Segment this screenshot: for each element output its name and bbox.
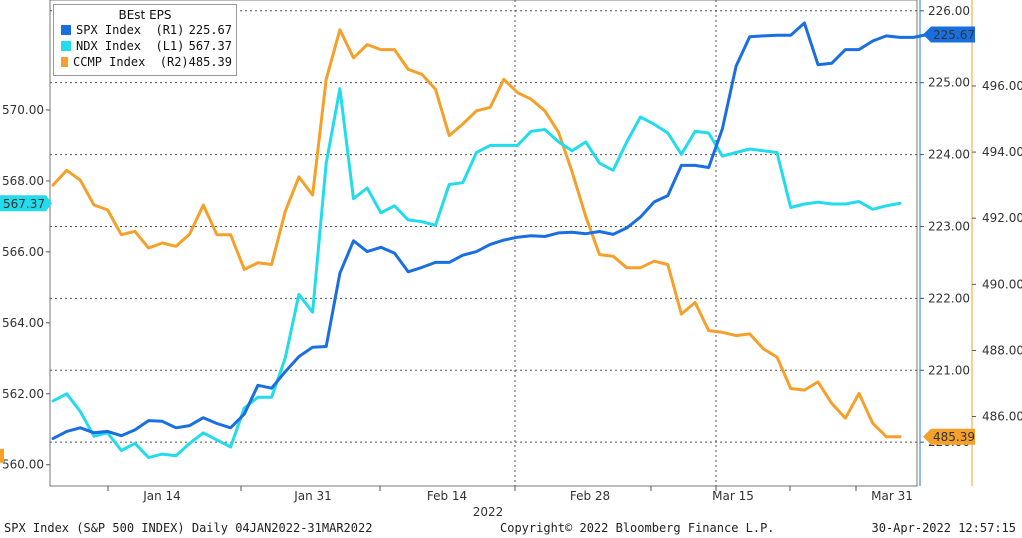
series-line-2 (51, 28, 902, 439)
last-value-tags: 225.67 567.37 485.39 (0, 26, 975, 463)
grid-lines (50, 0, 917, 486)
x-year-label: 2022 (473, 505, 504, 519)
last-value-tag-bg-2 (923, 428, 975, 445)
right1-tick-label-1: 221.00 (928, 363, 970, 377)
right2-tick-label-1: 488.00 (982, 343, 1022, 357)
footer-security-info: SPX Index (S&P 500 INDEX) Daily 04JAN202… (4, 521, 373, 535)
last-value-tag-bg-1 (0, 195, 52, 212)
right2-tick-label-5: 496.00 (982, 79, 1022, 93)
footer-copyright: Copyright© 2022 Bloomberg Finance L.P. (500, 521, 775, 535)
legend-label-ndx: NDX Index (L1) (76, 39, 185, 53)
last-value-tag-text-0: 225.67 (933, 28, 975, 42)
legend-value-spx: 225.67 (188, 23, 232, 37)
legend-item-ccmp: CCMP Index (R2) 485.39 (54, 54, 236, 70)
legend-swatch-spx (61, 25, 71, 35)
legend-swatch-ndx (61, 41, 71, 51)
x-tick-label-1: Jan 31 (293, 489, 332, 503)
last-value-tag-text-2: 485.39 (933, 430, 975, 444)
right1-tick-label-3: 223.00 (928, 219, 970, 233)
legend-title: BEst EPS (118, 8, 172, 22)
legend-item-spx: SPX Index (R1) 225.67 (54, 22, 236, 38)
legend-item-ndx: NDX Index (L1) 567.37 (54, 38, 236, 54)
left-tick-label-0: 560.00 (2, 458, 44, 472)
legend-value-ndx: 567.37 (188, 39, 232, 53)
right1-tick-label-2: 222.00 (928, 291, 970, 305)
legend-label-spx: SPX Index (R1) (76, 23, 185, 37)
left-tick-label-2: 564.00 (2, 316, 44, 330)
left-tick-label-3: 566.00 (2, 245, 44, 259)
footer-timestamp: 30-Apr-2022 12:57:15 (871, 521, 1017, 535)
legend-label-ccmp: CCMP Index (R2) (73, 55, 189, 69)
last-value-tag-1: 567.37 (0, 195, 52, 212)
left-tick-label-5: 570.00 (2, 103, 44, 117)
left-tick-label-1: 562.00 (2, 387, 44, 401)
right2-tick-label-0: 486.00 (982, 410, 1022, 424)
series-lines (51, 21, 929, 460)
x-tick-label-2: Feb 14 (427, 489, 467, 503)
x-tick-label-0: Jan 14 (142, 489, 181, 503)
x-tick-label-3: Feb 28 (570, 489, 610, 503)
axes: 560.00562.00564.00566.00568.00570.00220.… (2, 0, 1022, 519)
series-line-1 (51, 87, 902, 460)
right2-tick-label-2: 490.00 (982, 277, 1022, 291)
right1-tick-label-4: 224.00 (928, 148, 970, 162)
plot-area (49, 0, 918, 487)
last-value-tag-bg-0 (923, 26, 975, 43)
legend-swatch-ccmp (61, 57, 69, 67)
left-edge-marker (0, 448, 4, 463)
last-value-tag-2: 485.39 (923, 428, 975, 445)
legend-value-ccmp: 485.39 (188, 55, 232, 69)
right2-tick-label-4: 494.00 (982, 145, 1022, 159)
legend: BEst EPS SPX Index (R1) 225.67 NDX Index… (53, 4, 237, 76)
right1-tick-label-5: 225.00 (928, 76, 970, 90)
right1-tick-label-6: 226.00 (928, 4, 970, 18)
series-line-0 (51, 21, 929, 441)
last-value-tag-0: 225.67 (923, 26, 975, 43)
last-value-tag-text-1: 567.37 (3, 197, 45, 211)
left-tick-label-4: 568.00 (2, 174, 44, 188)
right2-tick-label-3: 492.00 (982, 211, 1022, 225)
x-tick-label-5: Mar 31 (871, 489, 913, 503)
x-tick-label-4: Mar 15 (712, 489, 754, 503)
